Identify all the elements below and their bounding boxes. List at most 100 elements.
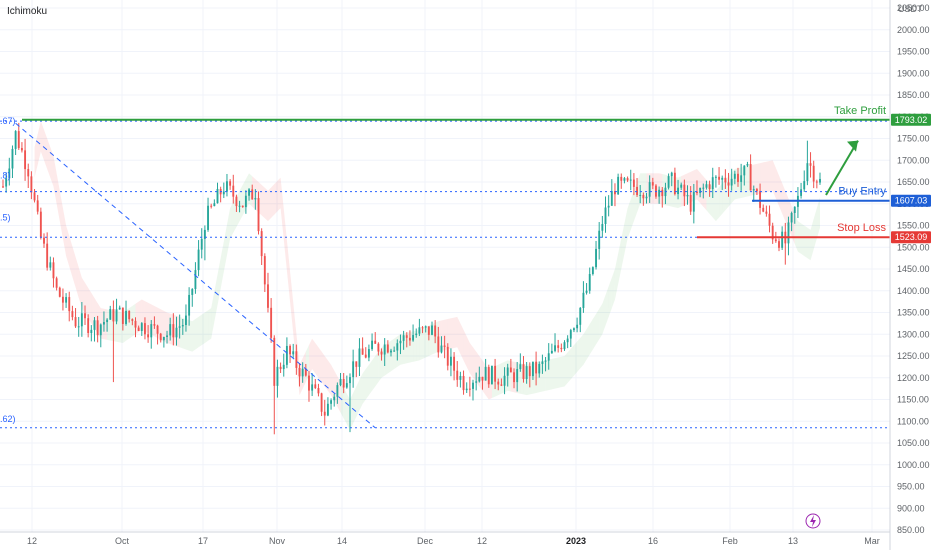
ichimoku-cloud-segment <box>192 319 196 352</box>
candle-body <box>235 196 238 207</box>
candle-body <box>497 381 500 385</box>
ichimoku-cloud-segment <box>198 314 202 348</box>
ichimoku-cloud-segment <box>416 329 420 362</box>
ichimoku-cloud-segment <box>47 138 51 178</box>
ichimoku-cloud-segment <box>614 253 619 300</box>
candle-body <box>222 191 225 195</box>
candle-body <box>87 318 90 334</box>
candle-body <box>377 343 380 352</box>
ichimoku-cloud-segment <box>195 316 199 350</box>
candle-body <box>437 336 440 353</box>
ichimoku-cloud-segment <box>103 308 108 340</box>
ichimoku-cloud-segment <box>223 224 227 272</box>
ichimoku-cloud-segment <box>390 338 395 372</box>
y-tick-label: 1100.00 <box>897 416 929 426</box>
candle-body <box>390 350 392 353</box>
candle-body <box>118 307 121 310</box>
candle-body <box>396 343 399 351</box>
candle-body <box>232 185 235 197</box>
ichimoku-cloud-segment <box>201 312 205 346</box>
candle-body <box>77 326 80 328</box>
candle-body <box>415 333 418 336</box>
candle-body <box>737 173 739 182</box>
ichimoku-cloud-segment <box>422 327 426 359</box>
candle-body <box>289 345 291 355</box>
candle-body <box>159 333 162 341</box>
fib-level-label: .8) <box>0 170 11 180</box>
candle-body <box>345 383 348 388</box>
ichimoku-cloud-segment <box>473 347 477 383</box>
candle-body <box>755 189 758 192</box>
candle-body <box>677 187 679 195</box>
ichimoku-cloud-segment <box>586 324 590 360</box>
candle-body <box>598 230 601 249</box>
candle-body <box>699 187 702 194</box>
fib-level-label: .62) <box>0 414 16 424</box>
candle-body <box>588 274 591 291</box>
x-tick-label: Nov <box>269 536 286 546</box>
currency-label: USDT <box>898 4 923 14</box>
candle-body <box>156 325 159 334</box>
ichimoku-cloud-segment <box>763 161 767 193</box>
ichimoku-cloud-segment <box>50 147 54 187</box>
candle-body <box>2 186 4 188</box>
candle-body <box>781 231 784 248</box>
ichimoku-cloud-segment <box>772 160 776 199</box>
candle-body <box>330 400 333 404</box>
candle-body <box>128 310 131 320</box>
ichimoku-cloud-segment <box>356 379 360 417</box>
candle-body <box>730 178 733 186</box>
candle-body <box>185 315 187 326</box>
candle-body <box>443 345 446 347</box>
candle-body <box>68 297 71 312</box>
candle-body <box>595 248 597 268</box>
ichimoku-clouds <box>34 121 820 430</box>
candle-body <box>765 211 768 214</box>
ichimoku-cloud-segment <box>81 277 86 314</box>
ichimoku-cloud-segment <box>419 328 423 361</box>
candle-body <box>412 335 415 341</box>
y-tick-label: 1150.00 <box>897 395 929 405</box>
indicator-label[interactable]: Ichimoku <box>7 6 48 17</box>
candle-body <box>541 361 544 364</box>
candle-body <box>544 360 547 362</box>
candle-body <box>705 184 708 188</box>
candle-body <box>188 294 191 316</box>
candle-body <box>102 322 105 325</box>
y-tick-label: 2050.00 <box>897 3 930 13</box>
x-tick-label: 14 <box>337 536 347 546</box>
buy-entry-price-tag <box>891 194 931 207</box>
candle-body <box>260 231 263 257</box>
ichimoku-cloud-segment <box>176 315 180 348</box>
ichimoku-cloud-segment <box>599 303 603 340</box>
ichimoku-cloud-segment <box>214 274 218 322</box>
candle-body <box>478 376 481 382</box>
ichimoku-cloud-segment <box>340 382 344 419</box>
candle-body <box>191 289 194 295</box>
candle-body <box>405 335 408 338</box>
candle-body <box>721 177 724 180</box>
ichimoku-cloud-segment <box>460 323 464 361</box>
candle-body <box>500 384 503 386</box>
candle-body <box>273 337 276 386</box>
y-tick-label: 900.00 <box>897 503 925 513</box>
ichimoku-cloud-segment <box>810 218 814 261</box>
candle-body <box>617 176 620 195</box>
candle-body <box>759 191 762 208</box>
candle-body <box>125 310 127 324</box>
candle-body <box>774 239 777 242</box>
candle-body <box>535 361 538 374</box>
candle-body <box>554 345 556 351</box>
ichimoku-cloud-segment <box>362 369 366 404</box>
candle-body <box>65 297 68 303</box>
y-tick-label: 1200.00 <box>897 373 930 383</box>
ichimoku-cloud-segment <box>375 351 379 387</box>
candle-body <box>169 324 172 336</box>
y-tick-label: 1550.00 <box>897 221 930 231</box>
candle-body <box>815 181 818 183</box>
candle-body <box>137 327 140 332</box>
arrow-head-icon <box>847 140 858 152</box>
candle-body <box>809 163 812 166</box>
candle-body <box>636 186 638 195</box>
